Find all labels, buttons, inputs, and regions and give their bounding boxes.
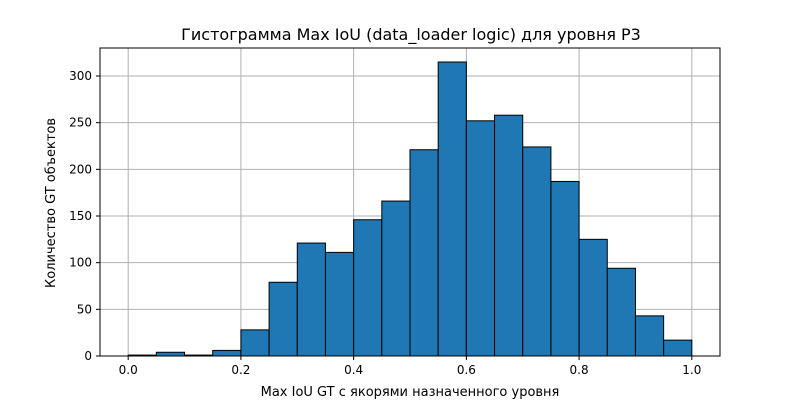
histogram-bar <box>268 281 298 357</box>
histogram-bar <box>296 242 326 357</box>
histogram-bar <box>550 180 580 357</box>
x-axis-ticks: 0.0 0.2 0.4 0.6 0.8 1.0 <box>119 356 701 377</box>
x-tick-label: 0.0 <box>119 363 138 377</box>
histogram-bar <box>324 251 355 357</box>
histogram-bar <box>634 315 665 357</box>
x-tick-label: 0.4 <box>344 363 363 377</box>
x-tick-label: 0.6 <box>457 363 476 377</box>
histogram-bar <box>353 219 383 357</box>
y-axis-label: Количество GT объектов <box>44 118 59 288</box>
histogram-bar <box>663 339 693 357</box>
histogram-bar <box>437 61 467 357</box>
y-tick-label: 100 <box>69 256 92 270</box>
histogram-bar <box>494 114 524 357</box>
y-tick-label: 300 <box>69 69 92 83</box>
plot-frame <box>99 47 721 357</box>
histogram-bar <box>155 351 186 357</box>
histogram-bar <box>465 120 496 357</box>
histogram-bar <box>381 200 411 357</box>
histogram-bar <box>606 267 636 357</box>
x-tick-label: 0.2 <box>231 363 250 377</box>
y-tick-label: 200 <box>69 162 92 176</box>
x-tick-label: 0.8 <box>570 363 589 377</box>
y-tick-label: 50 <box>77 302 92 316</box>
y-tick-label: 250 <box>69 116 92 130</box>
histogram-bar <box>522 146 552 357</box>
histogram-bar <box>212 349 242 357</box>
chart-title: Гистограмма Max IoU (data_loader logic) … <box>181 25 641 45</box>
histogram-bar <box>578 238 608 357</box>
histogram-bar <box>409 149 439 357</box>
y-tick-label: 150 <box>69 209 92 223</box>
x-tick-label: 1.0 <box>682 363 701 377</box>
y-tick-label: 0 <box>84 349 92 363</box>
histogram-bar <box>240 329 270 357</box>
y-axis-ticks: 0 50 100 150 200 250 300 <box>69 69 100 363</box>
x-axis-label: Max IoU GT с якорями назначенного уровня <box>261 385 560 400</box>
histogram-bars <box>127 61 693 357</box>
